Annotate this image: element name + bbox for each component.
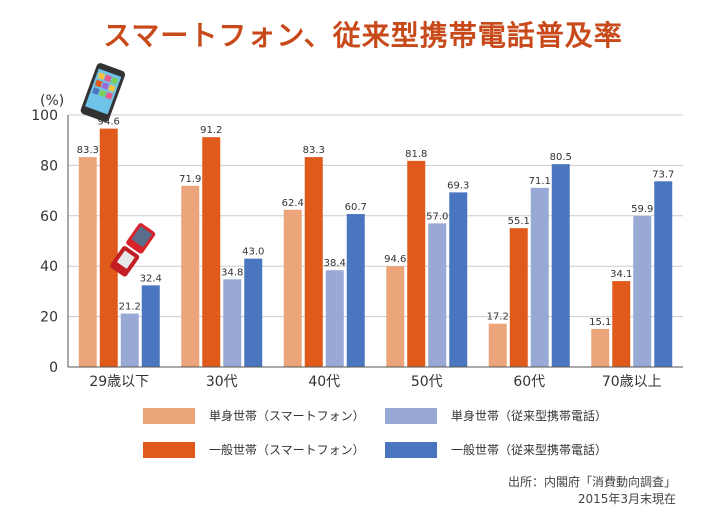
bar [509, 228, 528, 367]
y-tick-label: 20 [40, 310, 58, 326]
bar [223, 279, 242, 367]
smartphone-icon [80, 63, 126, 122]
data-label: 21.2 [119, 302, 141, 313]
y-tick-label: 80 [40, 158, 58, 174]
y-tick-label: 60 [40, 209, 58, 225]
y-tick-label: 40 [40, 259, 58, 275]
bar [488, 323, 507, 367]
axes: 0 20 40 60 80 100 29歳以下 30代 40代 50代 60代 70歳以上 [31, 108, 683, 390]
data-label: 57.0 [426, 211, 448, 222]
data-label: 71.1 [529, 176, 551, 187]
bar [428, 223, 447, 367]
y-axis-label: (%) [40, 93, 64, 109]
x-tick-label: 50代 [411, 374, 443, 390]
bar [78, 157, 97, 367]
data-label: 83.3 [77, 145, 99, 156]
data-label: 34.1 [610, 269, 632, 280]
data-labels: 83.3 94.6 21.2 32.4 71.9 91.2 34.8 43.0 62.4 83.3… [77, 117, 675, 328]
data-label: 43.0 [242, 247, 264, 258]
x-tick-label: 60代 [513, 374, 545, 390]
x-tick-label: 30代 [206, 374, 238, 390]
flip-phone-icon [110, 223, 156, 277]
x-tick-label: 70歳以上 [602, 374, 662, 390]
bar [530, 187, 549, 367]
data-label: 38.4 [324, 258, 346, 269]
source-note: 出所：内閣府「消費動向調査」 2015年3月末現在 [508, 474, 676, 508]
source-line: 出所：内閣府「消費動向調査」 [507, 475, 676, 489]
bar [633, 216, 652, 367]
bar [99, 128, 118, 367]
data-label: 80.5 [550, 152, 572, 163]
bars [78, 128, 673, 367]
data-label: 94.6 [98, 117, 120, 128]
bar [283, 209, 302, 367]
data-label: 55.1 [508, 216, 530, 227]
data-label: 71.9 [179, 174, 201, 185]
bar [244, 258, 263, 367]
chart-title: スマートフォン、従来型携帯電話普及率 [103, 19, 623, 52]
y-tick-label: 100 [31, 108, 58, 124]
bar [181, 185, 200, 367]
data-label: 34.8 [221, 267, 243, 278]
bar [591, 328, 610, 367]
bar [141, 285, 160, 367]
bar [120, 313, 139, 367]
bar [386, 266, 405, 367]
bar [551, 164, 570, 367]
x-tick-label: 40代 [308, 374, 340, 390]
data-label: 62.4 [282, 198, 304, 209]
data-label: 94.6 [384, 254, 406, 265]
bar [304, 157, 323, 367]
data-label: 69.3 [447, 180, 469, 191]
bar [325, 270, 344, 367]
bar [407, 160, 426, 367]
bar [449, 192, 468, 367]
data-label: 15.1 [589, 317, 611, 328]
data-label: 81.8 [405, 149, 427, 160]
y-tick-label: 0 [49, 360, 58, 376]
data-label: 32.4 [140, 273, 162, 284]
data-label: 59.9 [631, 204, 653, 215]
data-label: 91.2 [200, 125, 222, 136]
bar [612, 281, 631, 367]
data-label: 60.7 [345, 202, 367, 213]
bar [346, 214, 365, 367]
bar [654, 181, 673, 367]
data-label: 73.7 [652, 169, 674, 180]
x-tick-label: 29歳以下 [89, 374, 149, 390]
data-label: 83.3 [303, 145, 325, 156]
gridlines [68, 114, 683, 318]
data-label: 17.2 [487, 312, 509, 323]
date-line: 2015年3月末現在 [577, 492, 676, 506]
bar [202, 137, 221, 367]
